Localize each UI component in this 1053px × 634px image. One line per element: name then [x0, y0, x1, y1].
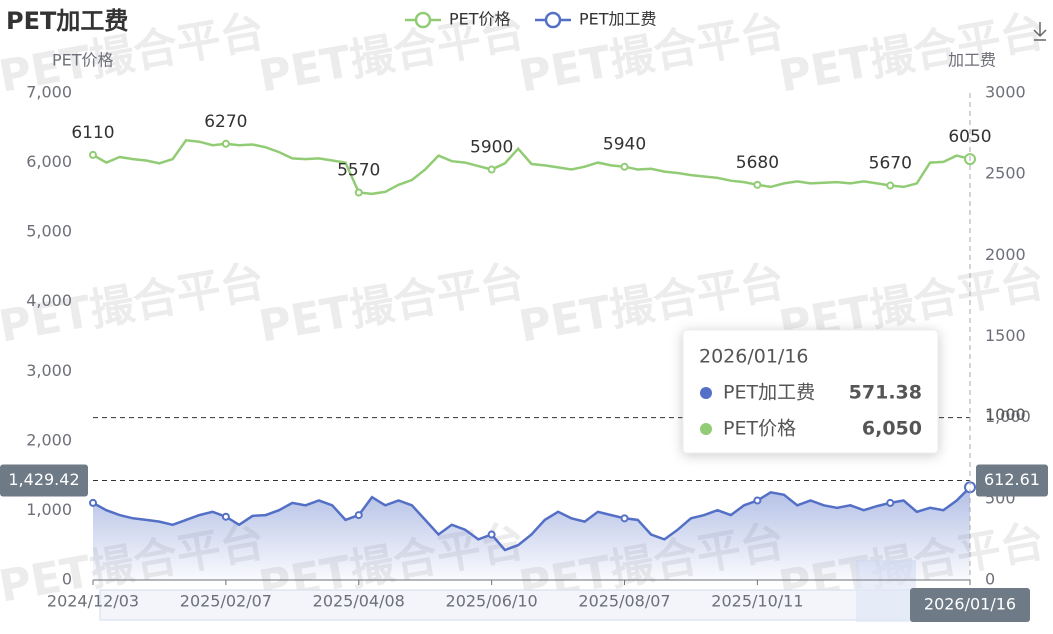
x-tick-label: 2025/08/07 [578, 592, 670, 611]
data-label: 5940 [603, 135, 646, 155]
tooltip-value: 571.38 [849, 382, 922, 404]
point [620, 514, 629, 523]
point [886, 498, 895, 507]
point [487, 165, 496, 174]
tooltip-name: PET加工费 [723, 382, 815, 404]
y2-tick-label: 2500 [985, 164, 1026, 183]
tooltip-marker [700, 387, 712, 399]
x-tick-label: 2024/12/03 [47, 592, 139, 611]
y-tick-label: 6,000 [26, 152, 72, 171]
y-tick-label: 3,000 [26, 361, 72, 380]
tooltip-title: 2026/01/16 [699, 346, 809, 368]
y-tick-label: 1,000 [26, 500, 72, 519]
y-tick-label: 5,000 [26, 222, 72, 241]
axis-pointer-x-box [910, 588, 1030, 622]
y-tick-label: 2,000 [26, 430, 72, 449]
y-axis-label: PET价格 [52, 51, 114, 70]
point [89, 150, 97, 159]
data-label: 6050 [948, 127, 991, 147]
y2-tick-label: 1500 [985, 326, 1026, 345]
legend-marker [414, 11, 432, 29]
watermark: PET撮合平台 [255, 256, 528, 353]
tooltip: 2026/01/16 PET加工费 571.38 PET价格 6,050 [682, 329, 939, 454]
axis-pointer-x-label: 2026/01/16 [924, 595, 1016, 614]
x-tick-label: 2025/02/07 [180, 592, 272, 611]
point [89, 498, 97, 507]
point [221, 512, 230, 521]
chart-title: PET加工费 [6, 7, 128, 35]
y-tick-label: 7,000 [26, 83, 72, 102]
point [487, 530, 496, 539]
data-label: 5900 [470, 138, 513, 158]
data-label: 6270 [204, 112, 247, 132]
y2-tick-label: 1,000 [985, 407, 1031, 426]
y2-tick-label: 0 [985, 570, 995, 589]
line [92, 486, 971, 552]
y-tick-label: 4,000 [26, 291, 72, 310]
x-tick-label: 2025/10/11 [711, 592, 803, 611]
legend-marker [544, 11, 562, 29]
point [753, 496, 762, 505]
y2-tick-label: 3000 [985, 83, 1026, 102]
data-label: 5670 [869, 154, 912, 174]
point [354, 511, 363, 520]
point [620, 162, 629, 171]
zoom-slider[interactable] [99, 589, 971, 621]
axis-pointer-y2-label: 612.61 [984, 470, 1040, 489]
line [92, 138, 971, 196]
download-icon[interactable] [1033, 22, 1047, 41]
data-label: 6110 [71, 123, 114, 143]
point [221, 139, 230, 148]
tooltip-value: 6,050 [862, 418, 922, 440]
tooltip-name: PET价格 [723, 418, 796, 440]
y2-axis-label: 加工费 [948, 51, 996, 70]
point [354, 188, 363, 197]
tooltip-box [682, 329, 939, 454]
tooltip-marker [700, 423, 712, 435]
mark-line-label: 1000 [985, 405, 1026, 424]
axis-pointer-y-label: 1,429.42 [8, 470, 79, 489]
data-label: 5680 [736, 153, 779, 173]
data-label: 5570 [337, 160, 380, 180]
legend-label: PET价格 [449, 10, 511, 29]
x-tick-label: 2025/04/08 [313, 592, 405, 611]
axis-pointer-y2-box [976, 464, 1048, 497]
area [93, 487, 970, 580]
y-tick-label: 0 [62, 570, 72, 589]
point [886, 181, 895, 190]
x-tick-label: 2025/06/10 [446, 592, 538, 611]
axis-pointer-y-box [0, 464, 88, 497]
y2-tick-label: 2000 [985, 245, 1026, 264]
legend-label: PET加工费 [579, 10, 657, 29]
point [753, 180, 762, 189]
